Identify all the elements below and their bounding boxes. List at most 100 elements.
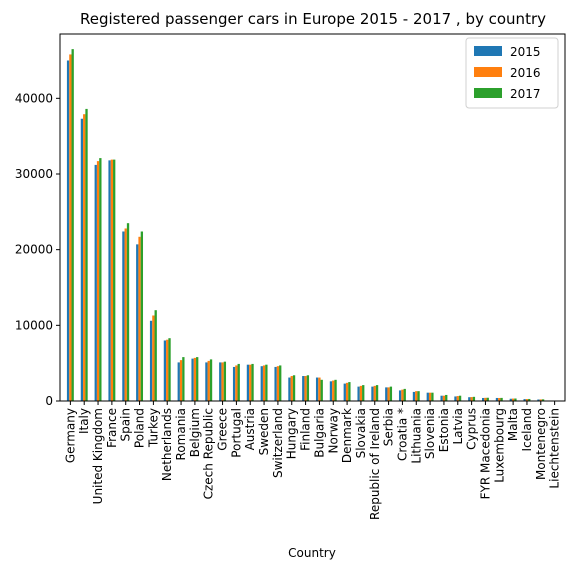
y-tick-label: 20000 — [15, 243, 53, 257]
bar-2016-20 — [345, 382, 349, 401]
bar-2016-26 — [428, 392, 432, 401]
bar-2017-6 — [154, 310, 157, 401]
bar-2017-33 — [528, 398, 531, 401]
bar-2017-8 — [182, 357, 185, 401]
bar-2015-3 — [108, 160, 111, 401]
bar-2017-16 — [292, 375, 296, 401]
x-axis: Germany Italy United Kingdom France Spain Pol… — [63, 401, 562, 520]
bar-2015-8 — [177, 362, 180, 401]
bar-2017-26 — [431, 392, 434, 401]
bar-2016-25 — [415, 391, 418, 401]
bar-2017-22 — [375, 385, 379, 401]
legend-label-2017: 2017 — [510, 87, 541, 101]
bar-2017-19 — [334, 379, 337, 401]
bar-2017-18 — [320, 379, 323, 401]
bar-2015-0 — [66, 60, 70, 402]
bar-2017-5 — [140, 231, 144, 401]
bar-2016-16 — [290, 376, 293, 401]
x-tick-label: Czech Republic — [202, 408, 216, 499]
bar-2016-30 — [484, 397, 487, 401]
bar-2015-9 — [191, 358, 194, 401]
bar-2016-29 — [470, 397, 473, 401]
bar-2015-32 — [509, 398, 512, 401]
x-tick-label: Belgium — [188, 408, 202, 457]
bar-2015-18 — [315, 377, 319, 401]
x-tick-label: Portugal — [229, 408, 243, 458]
bar-2015-31 — [495, 397, 499, 401]
bar-2017-1 — [85, 108, 88, 402]
bar-2016-10 — [207, 360, 210, 401]
bar-2016-0 — [69, 54, 72, 401]
x-tick-label: Cyprus — [465, 408, 479, 450]
x-tick-label: Estonia — [437, 408, 451, 452]
bar-2017-12 — [237, 363, 240, 401]
bar-2015-20 — [343, 383, 346, 401]
bar-2015-25 — [412, 391, 416, 401]
x-tick-label: Switzerland — [271, 408, 285, 478]
bar-2016-2 — [96, 161, 100, 401]
bar-2016-27 — [442, 395, 446, 401]
bar-2015-21 — [357, 386, 360, 401]
bar-2016-1 — [83, 114, 86, 401]
x-tick-label: Italy — [77, 408, 91, 434]
bar-2015-23 — [385, 387, 388, 401]
bar-2015-17 — [302, 376, 305, 401]
x-tick-label: Netherlands — [160, 408, 174, 481]
bar-2015-2 — [94, 164, 97, 401]
x-tick-label: Romania — [174, 408, 188, 460]
x-tick-label: Serbia — [382, 408, 396, 446]
bar-2015-33 — [523, 399, 526, 401]
x-tick-label: Lithuania — [409, 408, 423, 464]
x-tick-label: Austria — [243, 408, 257, 450]
bar-2017-20 — [348, 382, 351, 401]
bar-2015-14 — [260, 366, 263, 401]
bar-2016-4 — [124, 228, 127, 401]
bar-2017-2 — [99, 158, 102, 401]
bar-2017-30 — [486, 397, 489, 401]
x-tick-label: Republic of Ireland — [368, 408, 382, 520]
bar-2015-19 — [329, 381, 333, 401]
bar-2016-5 — [138, 236, 141, 401]
x-tick-label: Finland — [299, 408, 313, 451]
bar-2015-12 — [232, 366, 236, 401]
bar-2017-13 — [251, 363, 254, 401]
x-tick-label: Germany — [63, 408, 77, 463]
legend-label-2015: 2015 — [510, 45, 541, 59]
bar-2016-31 — [498, 397, 501, 401]
bar-2017-24 — [403, 388, 406, 401]
bar-2016-6 — [152, 315, 155, 401]
bar-2016-15 — [276, 366, 280, 401]
bar-2016-12 — [235, 365, 238, 401]
bar-2017-15 — [279, 365, 282, 401]
x-tick-label: Iceland — [520, 408, 534, 451]
bar-2016-34 — [539, 399, 542, 401]
bar-2015-7 — [163, 340, 167, 401]
bar-2017-17 — [306, 375, 310, 401]
bar-2017-10 — [209, 359, 213, 401]
bar-2016-18 — [318, 377, 321, 401]
x-tick-label: Slovenia — [423, 408, 437, 459]
bar-2016-17 — [304, 376, 307, 401]
bar-2016-3 — [110, 159, 114, 401]
bar-2017-3 — [113, 159, 116, 401]
bar-2016-7 — [166, 339, 169, 401]
bar-2015-26 — [426, 392, 429, 401]
bar-2015-1 — [80, 118, 84, 401]
bar-2017-14 — [265, 364, 268, 401]
bar-2015-4 — [122, 231, 125, 401]
bar-2016-9 — [193, 357, 197, 401]
bar-2016-33 — [525, 399, 529, 401]
bar-2016-19 — [332, 380, 335, 401]
x-tick-label: Croatia * — [395, 408, 409, 461]
bar-2015-28 — [454, 396, 457, 401]
y-tick-label: 40000 — [15, 91, 53, 105]
bar-2016-23 — [387, 387, 390, 401]
bar-2017-11 — [223, 361, 227, 401]
legend-swatch-2015 — [474, 46, 502, 56]
bar-2015-15 — [274, 366, 277, 401]
legend-swatch-2017 — [474, 88, 502, 98]
x-tick-label: Sweden — [257, 408, 271, 455]
bar-2017-9 — [196, 357, 199, 401]
legend: 2015 2016 2017 — [465, 37, 559, 109]
